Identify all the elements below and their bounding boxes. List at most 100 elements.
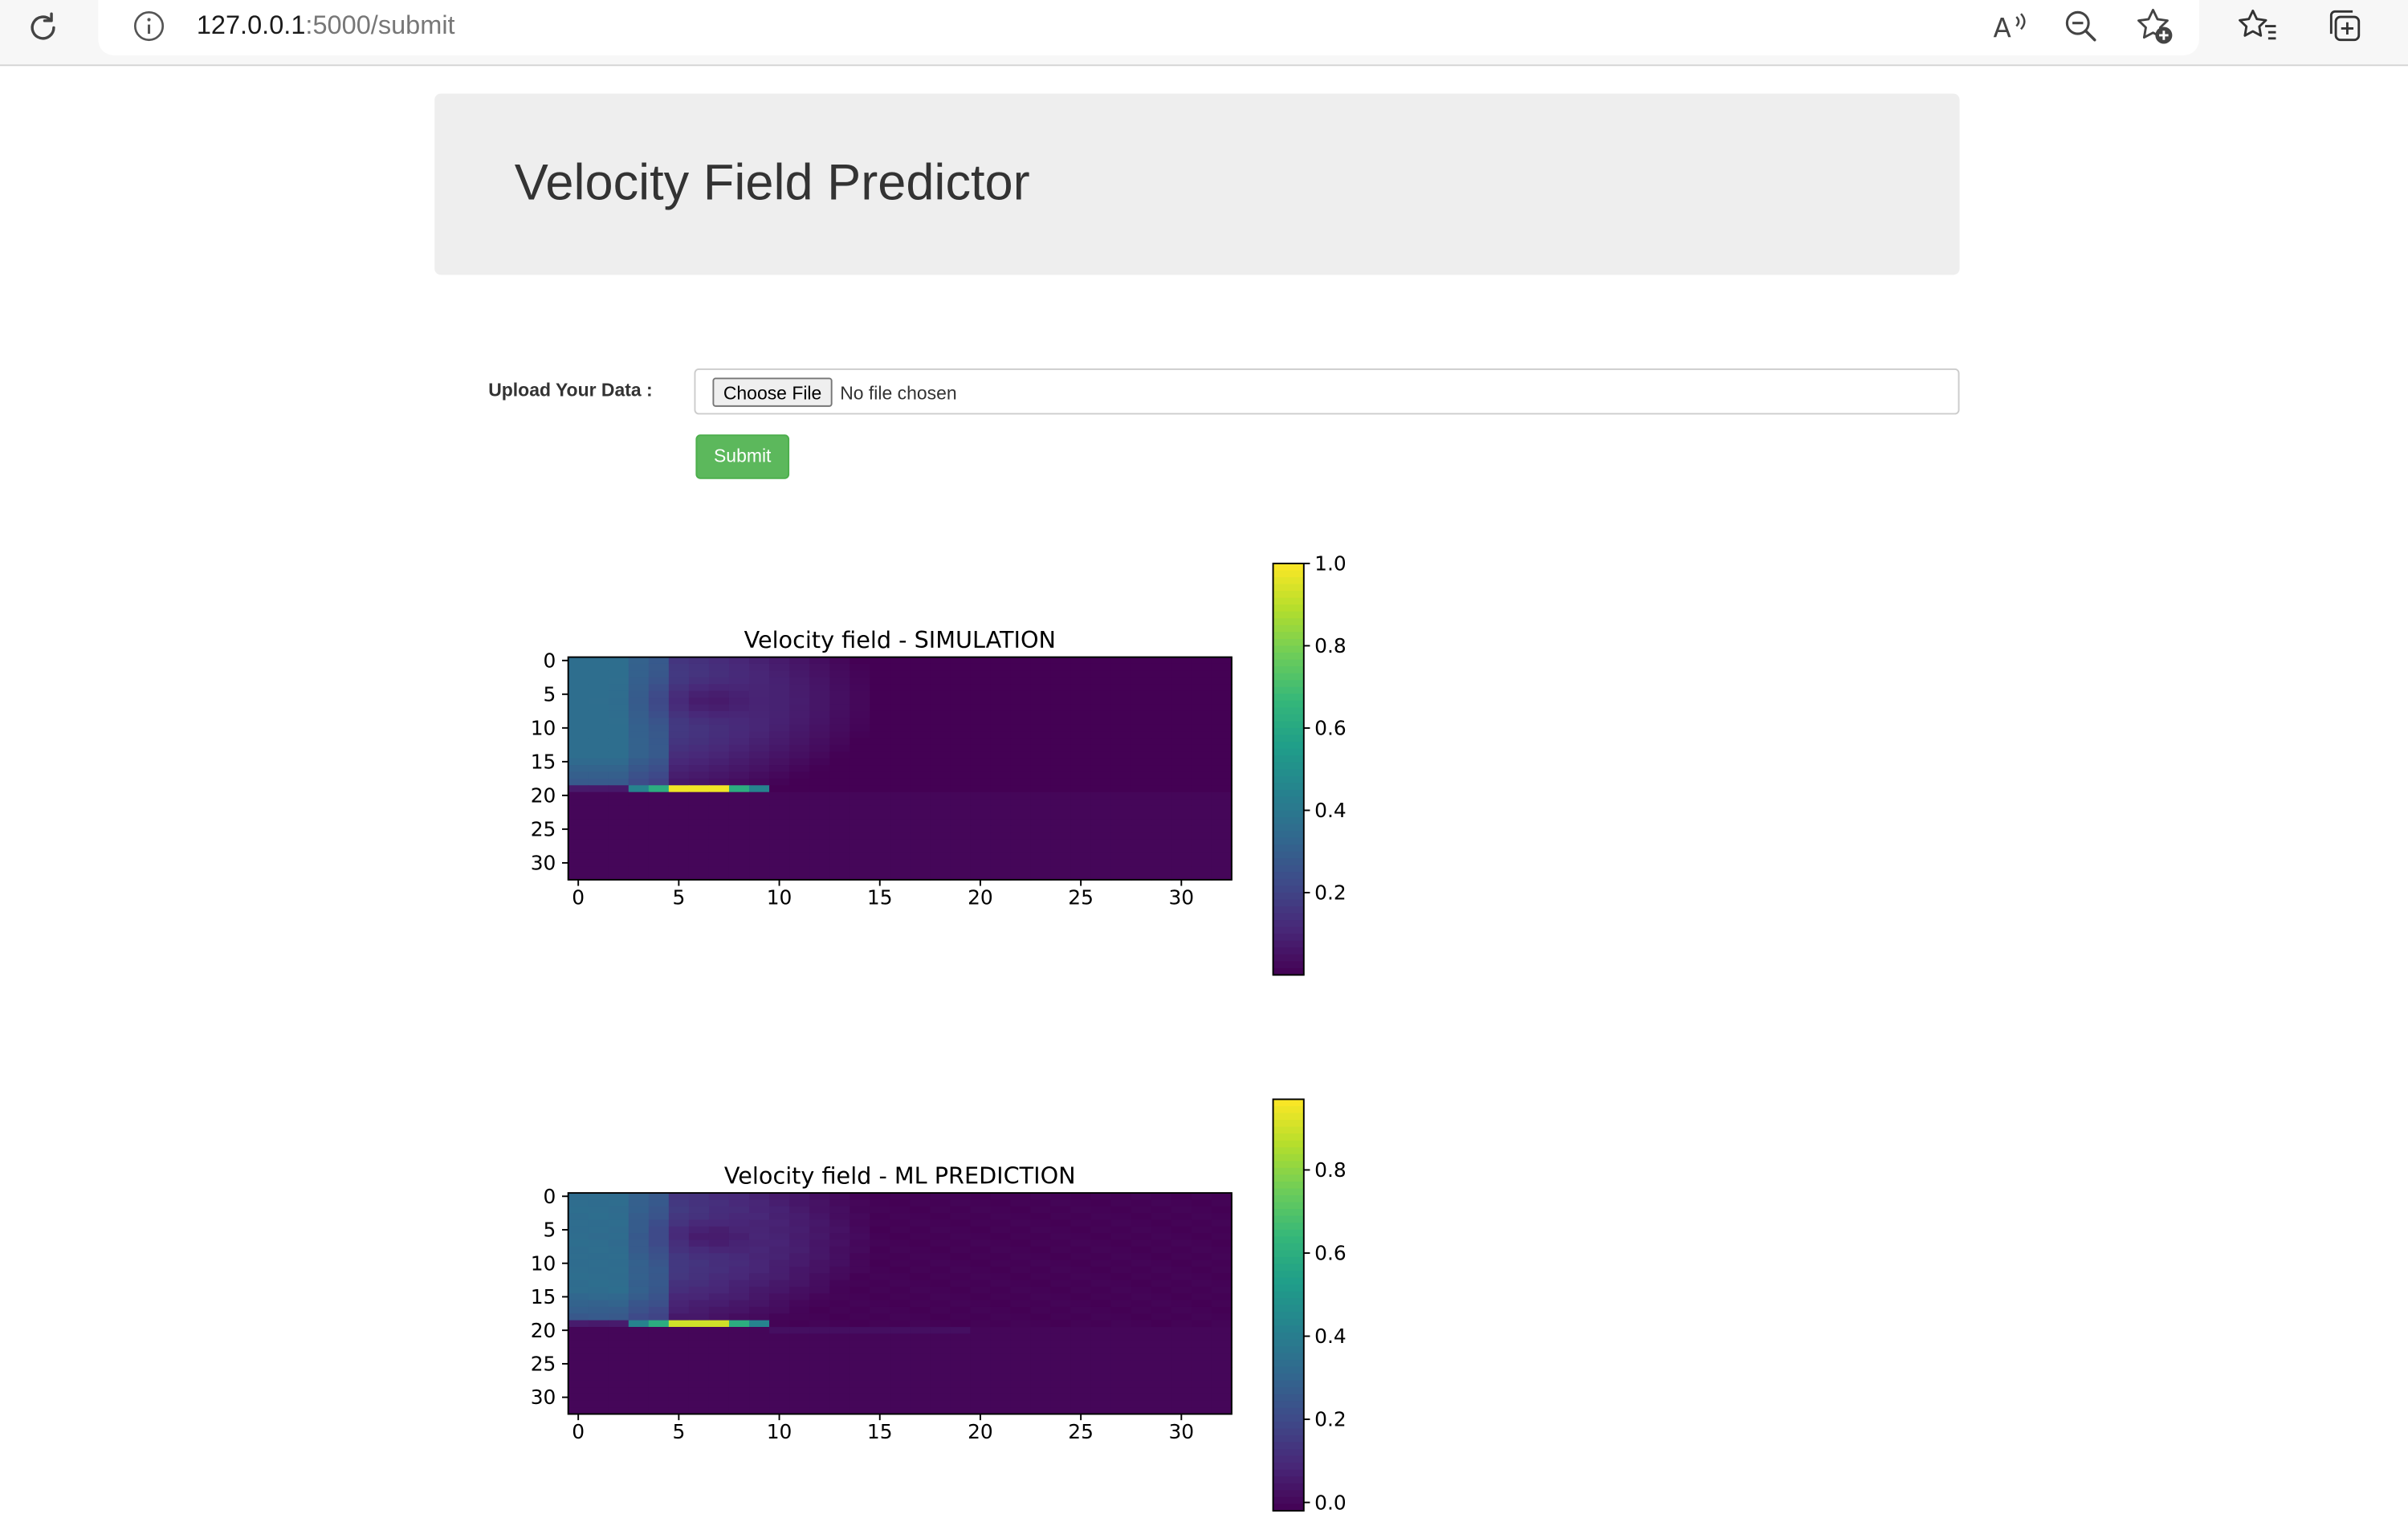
heatmap-cell: [809, 751, 830, 759]
heatmap-cell: [608, 710, 630, 718]
collections-icon[interactable]: [2325, 6, 2365, 47]
heatmap-cell: [1090, 1233, 1112, 1241]
heatmap-cell: [809, 738, 830, 746]
address-bar[interactable]: [98, 0, 2199, 55]
heatmap-cell: [829, 1313, 850, 1321]
heatmap-cell: [728, 799, 750, 807]
heatmap-cell: [1131, 771, 1152, 779]
colorbar-segment: [1273, 844, 1304, 853]
heatmap-cell: [930, 1313, 951, 1321]
heatmap-cell: [1171, 663, 1192, 672]
heatmap-cell: [910, 1246, 931, 1254]
heatmap-cell: [728, 805, 750, 813]
heatmap-cell: [910, 825, 931, 833]
heatmap-cell: [789, 704, 810, 712]
heatmap-cell: [588, 839, 609, 847]
zoom-out-icon[interactable]: [2063, 8, 2100, 45]
heatmap-cell: [870, 859, 891, 867]
heatmap-cell: [1030, 1206, 1052, 1214]
colorbar-segment: [1273, 632, 1304, 640]
heatmap-cell: [850, 1347, 870, 1355]
choose-file-button[interactable]: Choose File: [712, 377, 833, 407]
heatmap-cell: [749, 1353, 770, 1361]
heatmap-cell: [950, 1347, 972, 1355]
heatmap-cell: [1171, 718, 1192, 726]
heatmap-cell: [910, 1313, 931, 1321]
heatmap-cell: [890, 785, 911, 793]
heatmap-cell: [870, 1253, 891, 1261]
heatmap-cell: [648, 1293, 670, 1301]
heatmap-cell: [990, 771, 1012, 779]
heatmap-cell: [910, 738, 931, 746]
heatmap-cell: [1211, 1280, 1233, 1288]
heatmap-cell: [588, 1313, 609, 1321]
heatmap-cell: [809, 690, 830, 698]
heatmap-cell: [769, 1199, 790, 1207]
heatmap-cell: [1030, 731, 1052, 739]
colorbar-segment: [1273, 851, 1304, 860]
heatmap-cell: [708, 1239, 730, 1247]
colorbar-segment: [1273, 563, 1304, 572]
file-input[interactable]: Choose File No file chosen: [694, 368, 1960, 415]
heatmap-cell: [1010, 1280, 1032, 1288]
heatmap-cell: [608, 698, 630, 706]
heatmap-cell: [1070, 677, 1092, 685]
heatmap-cell: [970, 1226, 992, 1234]
colorbar-segment: [1273, 817, 1304, 825]
heatmap-cell: [930, 1367, 951, 1375]
heatmap-cell: [1110, 1327, 1132, 1335]
favorites-icon[interactable]: [2236, 6, 2280, 47]
heatmap-cell: [990, 690, 1012, 698]
colorbar-segment: [1273, 1209, 1304, 1217]
url-text[interactable]: 127.0.0.1:5000/submit: [197, 10, 455, 41]
refresh-icon[interactable]: [25, 9, 62, 46]
colorbar-segment: [1273, 1312, 1304, 1320]
heatmap-cell: [1070, 771, 1092, 779]
heatmap-cell: [648, 845, 670, 854]
heatmap-cell: [1010, 853, 1032, 861]
colorbar-segment: [1273, 1360, 1304, 1368]
heatmap-cell: [1010, 859, 1032, 867]
site-info-icon[interactable]: [132, 9, 165, 43]
read-aloud-icon[interactable]: A: [1990, 8, 2031, 45]
heatmap-cell: [789, 1394, 810, 1402]
heatmap-cell: [970, 853, 992, 861]
heatmap-cell: [568, 825, 589, 833]
heatmap-cell: [1030, 1340, 1052, 1348]
heatmap-cell: [628, 1253, 650, 1261]
colorbar-tick-label: 0.4: [1314, 799, 1347, 822]
heatmap-cell: [1171, 758, 1192, 766]
heatmap-cell: [1211, 1380, 1233, 1388]
heatmap-cell: [769, 1219, 790, 1227]
heatmap-cell: [588, 1199, 609, 1207]
colorbar-segment: [1273, 721, 1304, 729]
add-favorite-icon[interactable]: [2135, 6, 2175, 47]
heatmap-cell: [930, 684, 951, 692]
heatmap-cell: [970, 1380, 992, 1388]
heatmap-cell: [568, 845, 589, 854]
heatmap-cell: [1050, 677, 1072, 685]
heatmap-cell: [1030, 1259, 1052, 1268]
heatmap-cell: [990, 1340, 1012, 1348]
heatmap-cell: [950, 866, 972, 874]
heatmap-cell: [769, 1286, 790, 1295]
submit-button[interactable]: Submit: [695, 434, 790, 479]
colorbar-segment: [1273, 1373, 1304, 1382]
heatmap-cell: [728, 771, 750, 779]
axes-frame: [567, 656, 1233, 881]
colorbar-segment: [1273, 1469, 1304, 1478]
heatmap-cell: [728, 1360, 750, 1368]
heatmap-cell: [708, 698, 730, 706]
heatmap-cell: [749, 670, 770, 678]
heatmap-cell: [1171, 1233, 1192, 1241]
heatmap-cell: [708, 684, 730, 692]
heatmap-cell: [870, 724, 891, 732]
heatmap-cell: [970, 1199, 992, 1207]
heatmap-cell: [608, 825, 630, 833]
colorbar-segment: [1273, 714, 1304, 722]
heatmap-cell: [890, 1233, 911, 1241]
heatmap-cell: [1110, 670, 1132, 678]
heatmap-cell: [930, 799, 951, 807]
colorbar-segment: [1273, 652, 1304, 661]
